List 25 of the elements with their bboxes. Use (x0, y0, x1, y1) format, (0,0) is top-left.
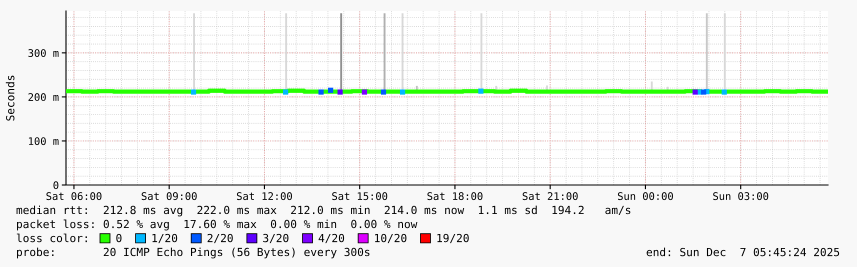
legend-label: 4/20 (318, 234, 344, 244)
legend-label: 19/20 (437, 234, 469, 244)
x-tick-label: Sat 06:00 (46, 192, 102, 200)
y-tick-label: 200 m (28, 93, 59, 102)
legend-label: 10/20 (375, 234, 406, 244)
x-tick-label: Sat 09:00 (142, 192, 197, 200)
legend-label: 0 (116, 234, 122, 242)
y-tick-label: 100 m (28, 137, 59, 146)
y-tick-label: 0 (53, 181, 58, 190)
legend-title: loss color: (16, 234, 87, 242)
x-tick-label: Sat 12:00 (236, 192, 292, 200)
text: packet loss: 0.52 % avg 17.60 % max 0.00 % min 0.00 % now (17, 220, 418, 230)
text: probe: 20 ICMP Echo Pings (56 Bytes) every 300s (17, 248, 370, 258)
x-tick-label: Sun 00:00 (618, 192, 673, 200)
y-axis-title: Seconds (6, 76, 14, 121)
x-tick-label: Sat 15:00 (332, 192, 388, 200)
x-tick-label: Sat 18:00 (427, 192, 482, 200)
text: end: Sun Dec 7 05:45:24 2025 (646, 248, 840, 256)
legend-label: 1/20 (152, 234, 178, 244)
legend-label: 2/20 (208, 234, 233, 244)
x-tick-label: Sun 03:00 (713, 192, 768, 200)
y-tick-label: 300 m (28, 49, 59, 57)
legend-label: 3/20 (263, 234, 288, 244)
text: median rtt: 212.8 ms avg 222.0 ms max 212.0 ms min 214.0 ms now 1.1 ms sd 194.2 am/s (16, 206, 630, 216)
x-tick-label: Sat 21:00 (522, 192, 578, 200)
